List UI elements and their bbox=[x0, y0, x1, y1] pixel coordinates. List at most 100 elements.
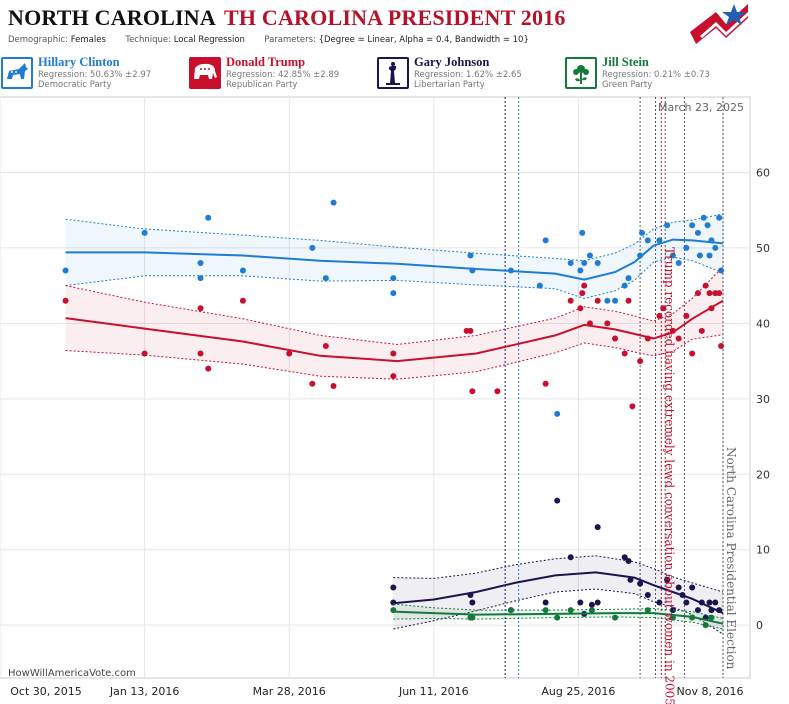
confidence-band bbox=[65, 214, 724, 299]
poll-point bbox=[629, 403, 636, 410]
band-upper-line bbox=[65, 266, 724, 346]
poll-point bbox=[639, 229, 646, 236]
poll-point bbox=[494, 388, 501, 395]
poll-point bbox=[594, 524, 601, 531]
poll-point bbox=[664, 222, 671, 229]
poll-point bbox=[567, 554, 574, 561]
candidate-name: Hillary Clinton bbox=[38, 55, 120, 69]
poll-point bbox=[696, 252, 703, 259]
trend-line bbox=[393, 571, 724, 615]
poll-point bbox=[594, 297, 601, 304]
poll-point bbox=[669, 607, 676, 614]
poll-point bbox=[689, 584, 696, 591]
poll-point bbox=[586, 320, 593, 327]
poll-point bbox=[286, 350, 293, 357]
poll-point bbox=[330, 382, 337, 389]
poll-point bbox=[197, 350, 204, 357]
candidate-regression: Regression: 42.85% ±2.89 bbox=[226, 70, 340, 80]
poll-point bbox=[309, 380, 316, 387]
poll-point bbox=[197, 305, 204, 312]
confidence-band bbox=[65, 266, 724, 380]
poll-point bbox=[577, 599, 584, 606]
y-tick-label: 20 bbox=[756, 468, 770, 481]
date-stamp: March 23, 2025 bbox=[658, 101, 744, 114]
poll-point bbox=[309, 244, 316, 251]
trend-line bbox=[65, 238, 724, 281]
poll-point bbox=[594, 260, 601, 266]
poll-point bbox=[700, 214, 707, 221]
poll-point bbox=[716, 214, 723, 221]
poll-point bbox=[644, 335, 651, 342]
state-name: NORTH CAROLINA bbox=[8, 5, 216, 30]
site-logo-icon bbox=[690, 4, 748, 44]
poll-point bbox=[698, 327, 705, 334]
poll-point bbox=[708, 614, 715, 621]
trend-line bbox=[393, 610, 724, 625]
poll-point bbox=[706, 599, 713, 606]
candidate-party: Republican Party bbox=[226, 80, 298, 90]
poll-point bbox=[469, 614, 476, 621]
poll-point bbox=[469, 388, 476, 395]
poll-point bbox=[567, 607, 574, 614]
poll-point bbox=[664, 576, 671, 583]
candidate-name: Gary Johnson bbox=[414, 55, 490, 69]
poll-point bbox=[612, 297, 619, 304]
donkey-icon bbox=[1, 57, 33, 89]
poll-point bbox=[716, 290, 723, 297]
poll-point bbox=[542, 380, 549, 387]
elephant-icon bbox=[189, 57, 221, 89]
poll-point bbox=[627, 576, 634, 583]
poll-point bbox=[704, 222, 711, 229]
poll-point bbox=[577, 305, 584, 312]
band-lower-line bbox=[65, 334, 724, 380]
poll-point bbox=[62, 297, 69, 304]
demographic-value: Females bbox=[70, 35, 106, 45]
liberty-icon bbox=[377, 57, 409, 89]
poll-point bbox=[390, 275, 397, 282]
candidate-party: Libertarian Party bbox=[414, 80, 485, 90]
poll-point bbox=[656, 312, 663, 319]
poll-point bbox=[689, 614, 696, 621]
trend-line bbox=[65, 299, 724, 363]
poll-point bbox=[467, 252, 474, 259]
band-lower-line bbox=[65, 256, 724, 300]
poll-point bbox=[579, 290, 586, 297]
candidate-card-johnson: Gary Johnson Regression: 1.62% ±2.65 Lib… bbox=[376, 54, 562, 92]
poll-point bbox=[718, 267, 725, 274]
header: NORTH CAROLINA TH CAROLINA PRESIDENT 2016… bbox=[0, 0, 789, 54]
poll-point bbox=[637, 358, 644, 365]
poll-point bbox=[706, 252, 713, 259]
poll-point bbox=[507, 607, 514, 614]
poll-point bbox=[683, 312, 690, 319]
poll-point bbox=[205, 365, 212, 372]
poll-point bbox=[612, 614, 619, 621]
candidate-party: Democratic Party bbox=[38, 80, 112, 90]
poll-point bbox=[625, 275, 632, 282]
poll-point bbox=[197, 260, 204, 266]
poll-point bbox=[577, 267, 584, 274]
poll-point bbox=[621, 282, 628, 289]
poll-point bbox=[554, 410, 561, 417]
candidate-name: Donald Trump bbox=[226, 55, 306, 69]
poll-point bbox=[716, 607, 723, 614]
band-upper-line bbox=[393, 603, 724, 619]
candidate-regression: Regression: 0.21% ±0.73 bbox=[602, 70, 710, 80]
poll-point bbox=[706, 290, 713, 297]
flower-icon bbox=[565, 57, 597, 89]
poll-point bbox=[625, 558, 632, 565]
poll-point bbox=[507, 267, 514, 274]
confidence-band bbox=[393, 555, 723, 635]
poll-point bbox=[542, 607, 549, 614]
poll-point bbox=[542, 599, 549, 606]
candidate-regression: Regression: 1.62% ±2.65 bbox=[414, 70, 522, 80]
poll-point bbox=[322, 275, 329, 282]
poll-point bbox=[322, 343, 329, 349]
poll-point bbox=[621, 350, 628, 357]
candidate-regression: Regression: 50.63% ±2.97 bbox=[38, 70, 152, 80]
poll-point bbox=[469, 599, 476, 606]
plot-frame bbox=[0, 96, 751, 679]
poll-point bbox=[567, 297, 574, 304]
poll-point bbox=[239, 297, 246, 304]
poll-point bbox=[554, 497, 561, 504]
poll-point bbox=[644, 237, 651, 244]
